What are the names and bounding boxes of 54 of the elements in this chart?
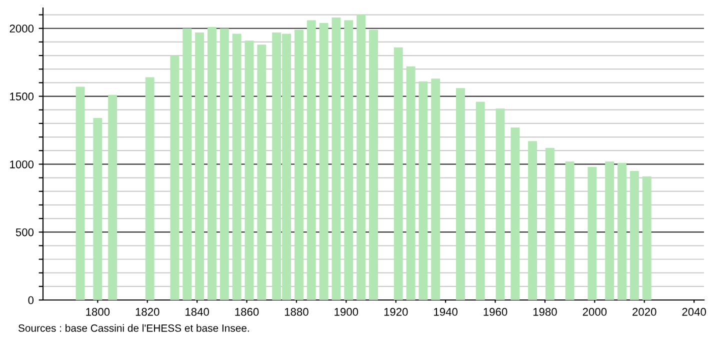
x-tick-label: 2040 [682,308,706,316]
bar [220,28,229,300]
bar [456,88,465,300]
bar [208,27,216,300]
x-tick-label: 1940 [434,308,458,316]
bar [369,30,378,300]
bar [630,170,639,300]
x-tick-label: 1920 [384,308,408,316]
bar [257,44,266,300]
bar [76,86,85,300]
bar [510,128,520,300]
y-tick-label: 1500 [10,92,34,100]
bar [319,22,328,300]
x-tick-label: 1980 [533,308,557,316]
bar [588,166,597,300]
bar [356,14,366,300]
bar [93,118,102,300]
x-tick-label: 2000 [582,308,607,316]
bar [170,56,180,300]
bar [195,32,204,300]
bar [394,47,403,300]
y-tick-label: 0 [28,296,34,304]
bar [528,141,538,300]
bar [306,20,316,300]
bar [232,34,242,300]
bar [496,108,505,300]
bar [545,148,554,300]
bar [418,81,428,300]
bar [642,176,652,300]
bar [431,78,440,300]
bar [145,77,154,300]
x-tick-label: 1820 [136,308,160,316]
bar [406,66,416,300]
x-tick-label: 1860 [235,308,259,316]
bar [605,161,614,300]
source-note: Sources : base Cassini de l'EHESS et base Insee. [18,324,249,332]
bar [344,20,354,300]
x-tick-label: 1960 [484,308,508,316]
bar [565,161,574,300]
y-tick-label: 1000 [10,160,34,168]
x-tick-label: 2020 [632,308,656,316]
bar [476,102,485,300]
bar [182,28,192,300]
bar [294,30,304,300]
bar [244,40,254,300]
x-tick-label: 1840 [186,308,209,316]
y-tick-label: 500 [16,228,34,236]
x-tick-label: 1900 [334,308,358,316]
bar [618,162,626,300]
bar [332,18,341,300]
y-tick-label: 2000 [10,24,34,33]
bar [108,94,118,300]
x-tick-label: 1880 [284,308,308,316]
x-tick-label: 1800 [86,308,110,316]
